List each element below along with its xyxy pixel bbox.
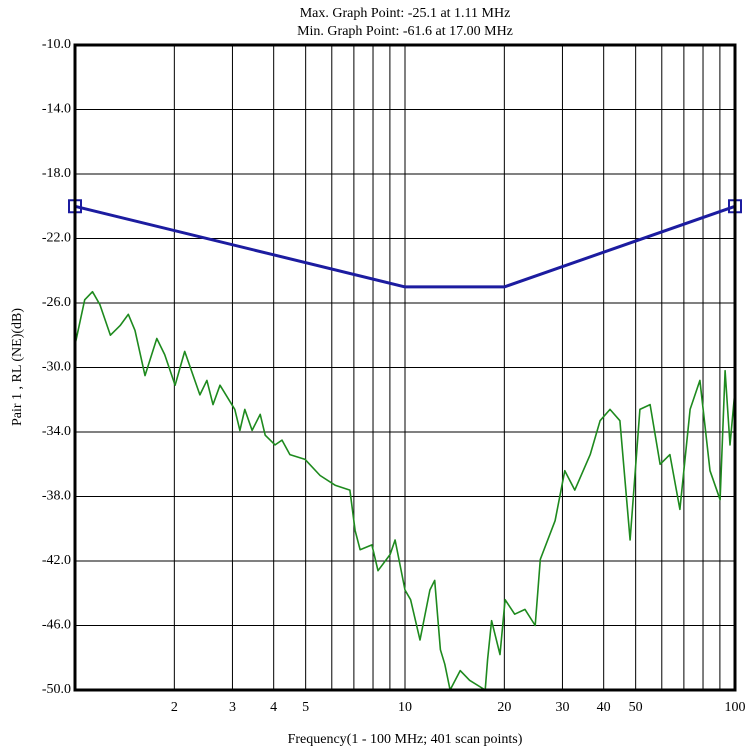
y-tick-label: -26.0 xyxy=(42,295,71,310)
plot-frame xyxy=(73,43,737,692)
x-tick-label: 3 xyxy=(229,700,236,715)
chart-subtitle: Min. Graph Point: -61.6 at 17.00 MHz xyxy=(297,24,513,39)
series-line xyxy=(74,204,736,289)
y-tick-label: -46.0 xyxy=(42,618,71,633)
y-axis-label: Pair 1 , RL (NE)(dB) xyxy=(10,308,25,426)
x-tick-label: 2 xyxy=(171,700,178,715)
x-tick-label: 40 xyxy=(597,700,611,715)
x-tick-label: 100 xyxy=(725,700,746,715)
series-line xyxy=(74,290,736,691)
x-tick-label: 20 xyxy=(497,700,511,715)
y-tick-label: -30.0 xyxy=(42,360,71,375)
y-tick-label: -34.0 xyxy=(42,424,71,439)
y-tick-label: -18.0 xyxy=(42,166,71,181)
x-tick-label: 50 xyxy=(629,700,643,715)
y-tick-label: -50.0 xyxy=(42,682,71,697)
y-tick-label: -38.0 xyxy=(42,489,71,504)
y-tick-label: -42.0 xyxy=(42,553,71,568)
x-tick-label: 10 xyxy=(398,700,412,715)
x-tick-label: 5 xyxy=(302,700,309,715)
x-tick-label: 30 xyxy=(555,700,569,715)
y-tick-label: -14.0 xyxy=(42,102,71,117)
y-tick-label: -22.0 xyxy=(42,231,71,246)
x-axis-label: Frequency(1 - 100 MHz; 401 scan points) xyxy=(288,732,523,747)
y-tick-label: -10.0 xyxy=(42,37,71,52)
x-tick-label: 4 xyxy=(270,700,277,715)
chart-title: Max. Graph Point: -25.1 at 1.11 MHz xyxy=(300,6,511,21)
